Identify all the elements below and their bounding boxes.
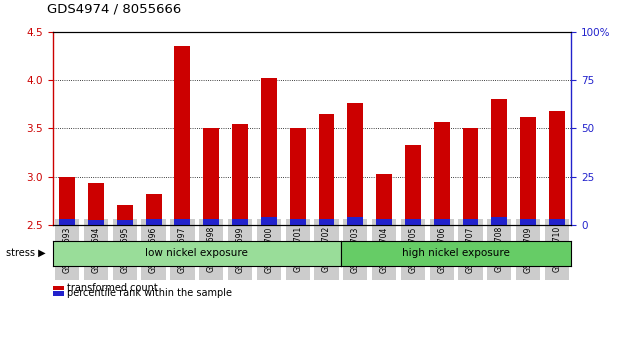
Bar — [549, 218, 565, 225]
Bar — [376, 174, 392, 225]
Text: low nickel exposure: low nickel exposure — [145, 248, 248, 258]
Bar — [88, 221, 104, 225]
Text: high nickel exposure: high nickel exposure — [402, 248, 510, 258]
Text: transformed count: transformed count — [67, 283, 158, 293]
Bar — [175, 46, 191, 225]
Bar — [319, 219, 334, 225]
Bar — [376, 219, 392, 225]
Bar — [520, 117, 536, 225]
Bar — [175, 219, 191, 225]
Text: percentile rank within the sample: percentile rank within the sample — [67, 289, 232, 298]
Bar — [146, 194, 161, 225]
Bar — [433, 219, 450, 225]
Bar — [463, 218, 478, 225]
Bar — [117, 205, 133, 225]
Bar — [203, 128, 219, 225]
Bar — [549, 111, 565, 225]
Bar — [59, 219, 75, 225]
Bar — [59, 177, 75, 225]
Bar — [491, 99, 507, 225]
Bar — [88, 183, 104, 225]
Bar — [203, 218, 219, 225]
Bar — [261, 217, 277, 225]
Bar — [463, 128, 478, 225]
Bar — [261, 78, 277, 225]
Text: GDS4974 / 8055666: GDS4974 / 8055666 — [47, 3, 181, 16]
Bar — [290, 128, 306, 225]
Bar — [290, 219, 306, 225]
Text: stress ▶: stress ▶ — [6, 248, 46, 258]
Bar — [347, 217, 363, 225]
Bar — [319, 114, 334, 225]
Bar — [232, 218, 248, 225]
Bar — [405, 218, 421, 225]
Bar — [146, 219, 161, 225]
Bar — [117, 221, 133, 225]
Bar — [491, 217, 507, 225]
Bar — [405, 145, 421, 225]
Bar — [347, 103, 363, 225]
Bar — [433, 121, 450, 225]
Bar — [520, 218, 536, 225]
Bar — [232, 124, 248, 225]
